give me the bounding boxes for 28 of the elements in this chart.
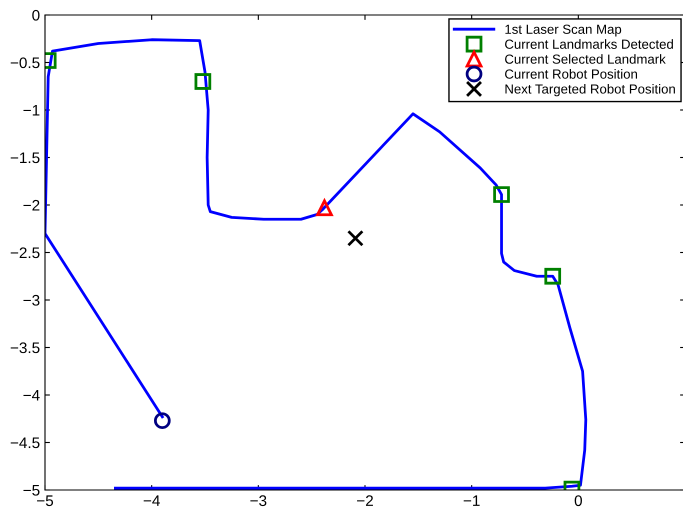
y-tick-label: −1	[23, 105, 40, 116]
legend-label: Next Targeted Robot Position	[505, 84, 675, 96]
x-tick-label: −5	[37, 495, 54, 506]
x-tick-label: −2	[357, 495, 373, 506]
point	[316, 200, 333, 216]
point	[493, 186, 510, 203]
y-tick-label: −2.5	[10, 247, 40, 258]
point	[154, 412, 171, 429]
y-tick-label: −1.5	[10, 152, 40, 164]
point	[194, 73, 212, 90]
y-tick-label: 0	[32, 10, 40, 21]
x-tick-label: 0	[574, 495, 582, 506]
legend-label: 1st Laser Scan Map	[505, 24, 622, 37]
x-tick-label: −3	[250, 495, 266, 506]
y-tick-label: −3	[23, 294, 40, 306]
y-tick-label: −4.5	[10, 438, 40, 448]
legend-label: Current Selected Landmark	[505, 54, 666, 64]
legend-label: Current Landmarks Detected	[505, 39, 673, 49]
y-tick-label: −0.5	[10, 57, 40, 68]
y-tick-label: −5	[23, 485, 40, 496]
legend-label: Current Robot Position	[505, 69, 638, 79]
x-tick-label: −4	[144, 495, 160, 506]
y-tick-label: −3.5	[10, 342, 40, 354]
point	[347, 230, 364, 247]
point	[544, 268, 562, 285]
x-tick-label: −1	[464, 495, 480, 506]
y-tick-label: −2	[23, 200, 40, 211]
y-tick-label: −4	[23, 390, 40, 401]
